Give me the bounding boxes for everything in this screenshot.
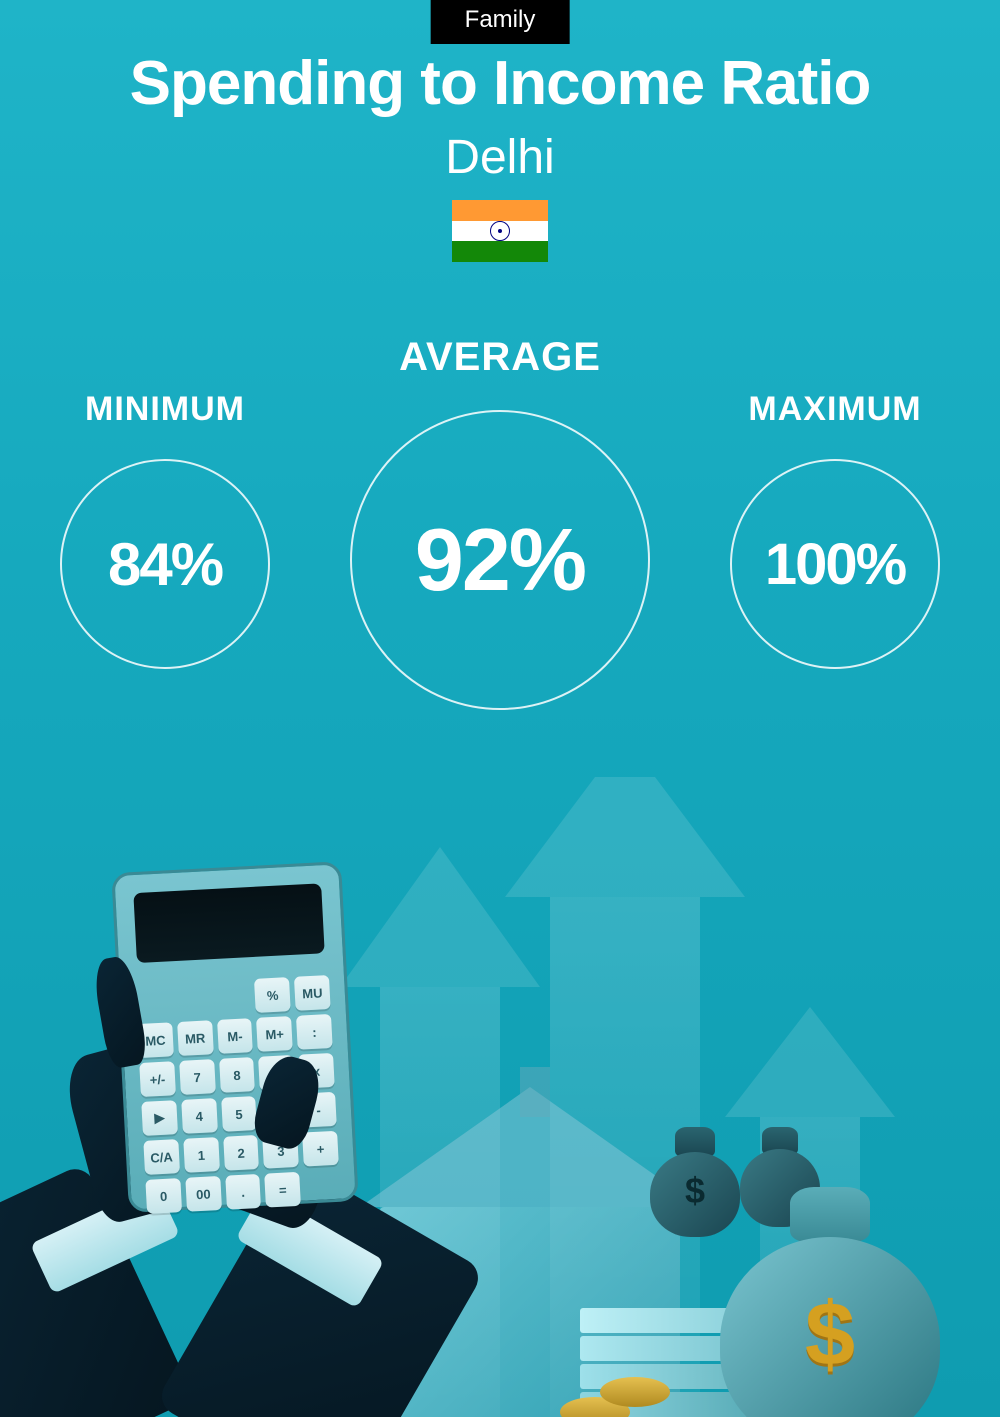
page-subtitle: Delhi xyxy=(0,130,1000,185)
dollar-icon: $ xyxy=(720,1284,940,1387)
metric-label: MINIMUM xyxy=(85,390,245,429)
metrics-row: MINIMUM 84% AVERAGE 92% MAXIMUM 100% xyxy=(0,335,1000,710)
calculator-key: 1 xyxy=(183,1137,220,1173)
metric-circle: 84% xyxy=(60,459,270,669)
metric-label: AVERAGE xyxy=(399,335,601,380)
india-flag-icon xyxy=(452,200,548,262)
metric-value: 84% xyxy=(108,530,222,599)
metric-circle: 100% xyxy=(730,459,940,669)
calculator-key: 00 xyxy=(185,1176,222,1212)
calculator-key: 4 xyxy=(181,1098,218,1134)
calculator-key: M- xyxy=(217,1018,254,1054)
hands-calculator-icon: %MUMCMRM-M+:+/-789x▶456-C/A123+000.= xyxy=(0,857,420,1417)
coin-icon xyxy=(600,1377,670,1407)
metric-maximum: MAXIMUM 100% xyxy=(730,390,940,669)
metric-value: 92% xyxy=(415,509,585,611)
calculator-screen xyxy=(133,883,324,963)
illustration-scene: $ $ %MUMCMRM-M+:+/-789x▶456-C/A123+000.= xyxy=(0,777,1000,1417)
money-bag-icon: $ xyxy=(720,1187,940,1417)
category-badge-label: Family xyxy=(465,6,536,33)
flag-green-stripe xyxy=(452,241,548,262)
calculator-key: % xyxy=(254,977,291,1013)
calculator-key: : xyxy=(296,1014,333,1050)
page-title: Spending to Income Ratio xyxy=(0,48,1000,119)
calculator-key: . xyxy=(225,1174,262,1210)
calculator-key: 0 xyxy=(145,1178,182,1214)
calculator-key: ▶ xyxy=(141,1100,178,1136)
calculator-icon: %MUMCMRM-M+:+/-789x▶456-C/A123+000.= xyxy=(111,861,358,1213)
metric-label: MAXIMUM xyxy=(748,390,921,429)
calculator-key: MR xyxy=(177,1020,214,1056)
calculator-key: 8 xyxy=(219,1057,256,1093)
calculator-key: 2 xyxy=(223,1135,260,1171)
calculator-key: C/A xyxy=(143,1139,180,1175)
category-badge: Family xyxy=(431,0,570,44)
calculator-key: 5 xyxy=(221,1096,258,1132)
calculator-key: = xyxy=(265,1172,302,1208)
flag-chakra-icon xyxy=(490,221,510,241)
calculator-key: MU xyxy=(294,975,331,1011)
metric-average: AVERAGE 92% xyxy=(350,335,650,710)
metric-value: 100% xyxy=(765,531,905,598)
calculator-key: M+ xyxy=(256,1016,293,1052)
calculator-key: +/- xyxy=(139,1061,176,1097)
calculator-key: 7 xyxy=(179,1059,216,1095)
metric-minimum: MINIMUM 84% xyxy=(60,390,270,669)
metric-circle: 92% xyxy=(350,410,650,710)
flag-saffron-stripe xyxy=(452,200,548,221)
calculator-key: + xyxy=(302,1131,339,1167)
